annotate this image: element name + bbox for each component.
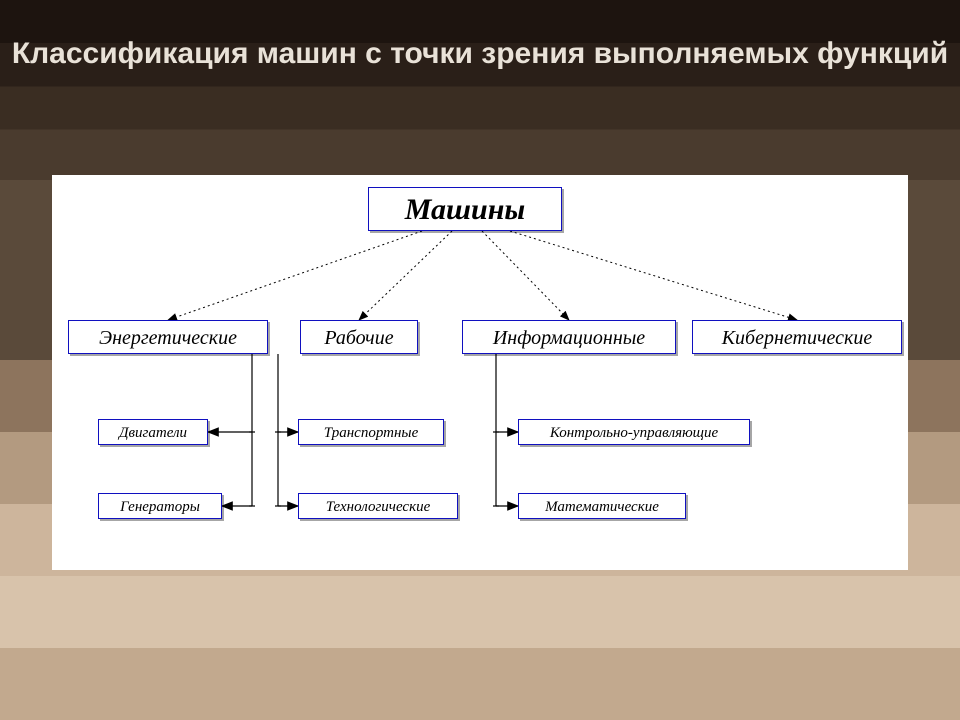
slide: Классификация машин с точки зрения выпол…: [0, 0, 960, 720]
node-cat3: Информационные: [462, 320, 676, 354]
classification-diagram: Машины Энергетические Рабочие Информационны…: [52, 175, 908, 570]
node-c2a: Транспортные: [298, 419, 444, 445]
node-c3b: Математические: [518, 493, 686, 519]
node-c1a: Двигатели: [98, 419, 208, 445]
slide-title: Классификация машин с точки зрения выпол…: [0, 36, 960, 72]
node-c2b: Технологические: [298, 493, 458, 519]
node-root: Машины: [368, 187, 562, 231]
arrow-root-to-cat4: [510, 231, 797, 320]
node-cat1: Энергетические: [68, 320, 268, 354]
arrow-root-to-cat2: [359, 231, 452, 320]
node-c3a: Контрольно-управляющие: [518, 419, 750, 445]
arrow-root-to-cat3: [482, 231, 569, 320]
node-cat2: Рабочие: [300, 320, 418, 354]
arrow-root-to-cat1: [168, 231, 422, 320]
node-c1b: Генераторы: [98, 493, 222, 519]
node-cat4: Кибернетические: [692, 320, 902, 354]
